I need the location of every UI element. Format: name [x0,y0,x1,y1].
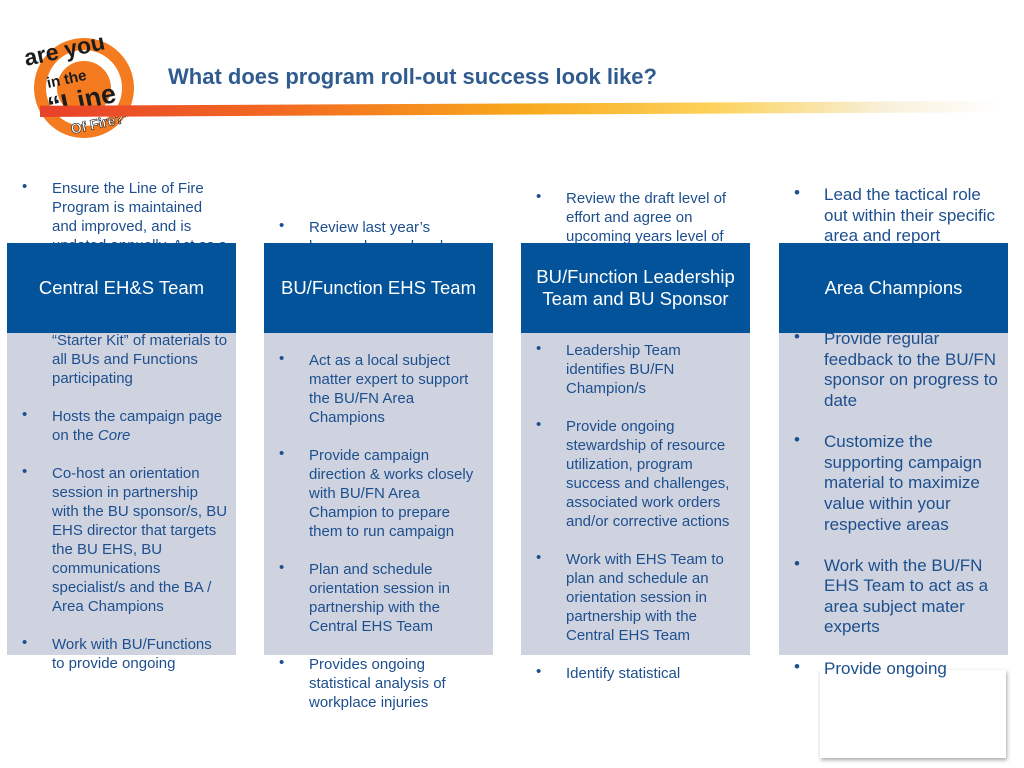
gradient-bar [40,101,1000,117]
bullet: Co-host an orientation session in partne… [7,462,236,616]
column: Central EH&S TeamEnsure the Line of Fire… [7,0,236,768]
logo-ring [57,61,111,115]
column-header: BU/Function Leadership Team and BU Spons… [521,243,750,333]
bullet: Identify statistical [521,662,750,683]
bullet: Leadership Team identifies BU/FN Champio… [521,339,750,398]
bullet: Provide ongoing stewardship of resource … [521,415,750,531]
bullet: Provide ongoing [779,657,1008,680]
bullet: Plan and schedule orientation session in… [264,558,493,636]
column-header: Area Champions [779,243,1008,333]
column-header: Central EH&S Team [7,243,236,333]
bullet: Provide campaign direction & works close… [264,444,493,541]
bullet: Customize the supporting campaign materi… [779,430,1008,535]
white-box [820,670,1006,758]
bullet: Work with BU/Functions to provide ongoin… [7,633,236,673]
column: BU/Function EHS TeamReview last year’s l… [264,0,493,768]
bullet: Provide regular feedback to the BU/FN sp… [779,327,1008,411]
bullet-text: Hosts the campaign page on the [52,408,223,444]
bullet: Provides ongoing statistical analysis of… [264,653,493,712]
bullet: Work with the BU/FN EHS Team to act as a… [779,554,1008,638]
column: Area ChampionsLead the tactical role out… [779,0,1008,768]
bullet: Hosts the campaign page on the Core [7,405,236,445]
title: What does program roll-out success look … [168,64,657,89]
bullet-emphasis: Core [97,427,131,444]
column-header: BU/Function EHS Team [264,243,493,333]
bullet: Work with EHS Team to plan and schedule … [521,548,750,645]
column: BU/Function Leadership Team and BU Spons… [521,0,750,768]
bullet: Act as a local subject matter expert to … [264,349,493,427]
